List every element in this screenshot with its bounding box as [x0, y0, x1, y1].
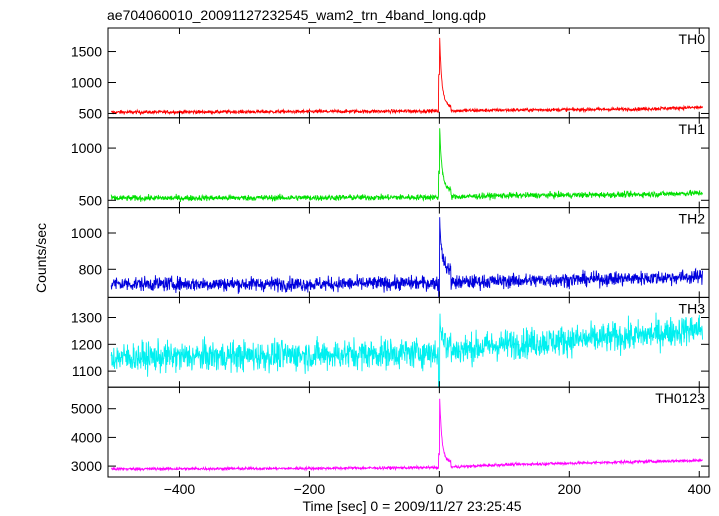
y-tick-label: 1500 [71, 44, 102, 60]
x-tick-label: 0 [435, 481, 443, 497]
y-tick-label: 1000 [71, 225, 102, 241]
series-th2 [110, 217, 703, 298]
series-th3 [110, 312, 703, 388]
y-tick-label: 1000 [71, 140, 102, 156]
panel-frame [107, 27, 710, 119]
y-axis-label: Counts/sec [33, 223, 49, 293]
panel-th2: 800 1000 TH2 [71, 207, 710, 298]
y-tick-label: 500 [79, 192, 103, 208]
y-tick-label: 4000 [71, 429, 102, 445]
panels: 500 1000 1500 TH0 500 1000 TH1 800 1000 TH2 1100 12… [71, 27, 710, 478]
panel-th3: 1100 1200 1300 TH3 [71, 296, 710, 388]
y-tick-label: 800 [79, 261, 103, 277]
y-tick-label: 1000 [71, 74, 102, 90]
panel-th0: 500 1000 1500 TH0 [71, 27, 710, 121]
panel-label: TH2 [679, 211, 706, 227]
x-tick-label: 200 [558, 481, 582, 497]
panel-label: TH1 [679, 121, 706, 137]
y-tick-label: 3000 [71, 458, 102, 474]
series-th0123 [111, 398, 703, 472]
y-tick-label: 1300 [71, 310, 102, 326]
series-th1 [110, 128, 703, 203]
y-tick-label: 1200 [71, 336, 102, 352]
y-tick-label: 500 [79, 105, 103, 121]
x-tick-label: −200 [294, 481, 326, 497]
x-tick-label: −400 [164, 481, 196, 497]
y-tick-label: 1100 [72, 363, 102, 379]
series-th0 [110, 37, 703, 116]
panel-label: TH3 [679, 300, 706, 316]
panel-frame [107, 386, 710, 478]
panel-label: TH0 [679, 31, 706, 47]
panel-th0123: 3000 4000 5000 TH0123 [71, 386, 710, 478]
panel-label: TH0123 [655, 390, 705, 406]
x-axis: −400 −200 0 200 400 [164, 481, 711, 497]
y-tick-label: 5000 [71, 401, 102, 417]
x-axis-label: Time [sec] 0 = 2009/11/27 23:25:45 [302, 498, 521, 514]
panel-th1: 500 1000 TH1 [71, 117, 710, 208]
chart-title: ae704060010_20091127232545_wam2_trn_4ban… [107, 7, 486, 23]
x-tick-label: 400 [688, 481, 712, 497]
